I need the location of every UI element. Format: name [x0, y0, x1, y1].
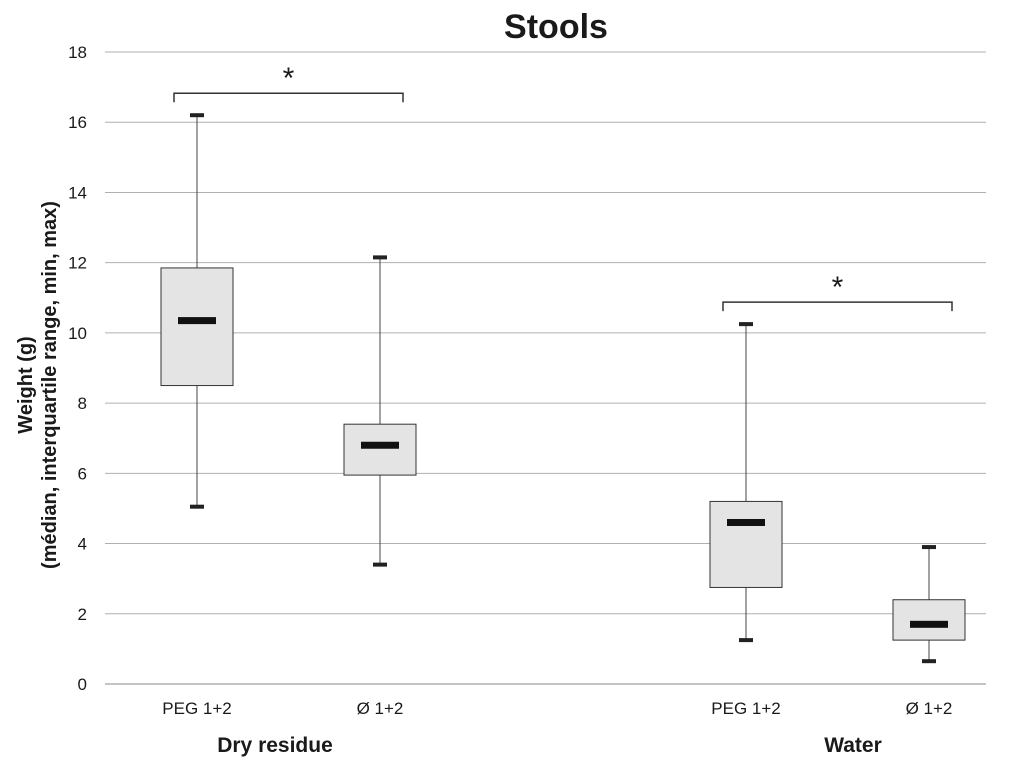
- max-cap: [373, 255, 387, 260]
- y-tick-label: 4: [78, 535, 87, 554]
- y-tick-label: 10: [68, 324, 87, 343]
- significance-star: *: [283, 62, 295, 95]
- y-tick-label: 18: [68, 43, 87, 62]
- max-cap: [190, 113, 204, 118]
- y-axis-label-line2: (médian, interquartile range, min, max): [39, 201, 61, 569]
- significance-bracket: [173, 92, 404, 103]
- median-bar: [178, 317, 216, 325]
- box-plot: [160, 113, 234, 509]
- y-axis-label-line1: Weight (g): [15, 336, 37, 433]
- gridlines: [105, 51, 986, 685]
- min-cap: [922, 659, 936, 664]
- category-label: Ø 1+2: [906, 699, 953, 718]
- group-label: Water: [824, 734, 882, 757]
- median-bar: [361, 441, 399, 449]
- min-cap: [739, 638, 753, 643]
- y-axis-ticks: 0 2 4 6 8 10 12 14 16 18: [68, 43, 87, 694]
- y-tick-label: 8: [78, 394, 87, 413]
- iqr-box: [892, 599, 966, 641]
- min-cap: [373, 562, 387, 567]
- max-cap: [739, 322, 753, 327]
- box-plot: [709, 322, 783, 643]
- category-label: Ø 1+2: [357, 699, 404, 718]
- y-tick-label: 2: [78, 605, 87, 624]
- category-label: PEG 1+2: [711, 699, 780, 718]
- min-cap: [190, 504, 204, 509]
- group-label: Dry residue: [217, 734, 333, 757]
- iqr-box: [709, 500, 783, 588]
- category-label: PEG 1+2: [162, 699, 231, 718]
- median-bar: [910, 620, 948, 628]
- significance-star: *: [832, 271, 844, 304]
- y-tick-label: 6: [78, 464, 87, 483]
- y-tick-label: 12: [68, 254, 87, 273]
- y-axis-label: Weight (g) (médian, interquartile range,…: [15, 201, 61, 569]
- max-cap: [922, 545, 936, 550]
- y-tick-label: 16: [68, 113, 87, 132]
- median-bar: [727, 518, 765, 526]
- box-plot: [892, 545, 966, 664]
- box-plot: [343, 255, 417, 567]
- chart-title: Stools: [504, 8, 608, 46]
- y-tick-label: 0: [78, 675, 87, 694]
- y-tick-label: 14: [68, 183, 87, 202]
- iqr-box: [343, 423, 417, 476]
- iqr-box: [160, 267, 234, 387]
- box-layer: **: [160, 62, 966, 664]
- category-labels: PEG 1+2 Ø 1+2 Dry residue PEG 1+2 Ø 1+2 Water: [162, 699, 952, 757]
- significance-bracket: [722, 301, 953, 312]
